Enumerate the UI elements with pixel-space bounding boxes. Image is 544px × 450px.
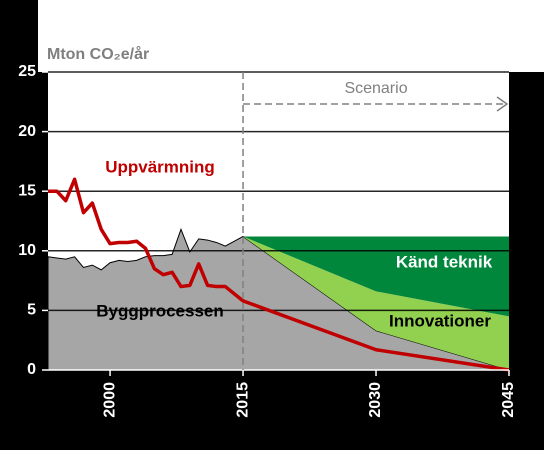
annotation: Scenario: [344, 80, 407, 97]
y-tick-label: 5: [27, 302, 36, 319]
series-label: Byggprocessen: [96, 301, 224, 320]
series-label: Känd teknik: [396, 252, 493, 271]
x-tick-label: 2015: [234, 382, 251, 418]
y-tick-label: 20: [18, 123, 36, 140]
scenario-arrowhead: [496, 96, 509, 112]
y-tick-label: 10: [18, 242, 36, 259]
y-tick-label: 0: [27, 361, 36, 378]
y-axis-label: Mton CO₂e/år: [47, 45, 149, 63]
x-tick-label: 2000: [101, 382, 118, 418]
series-label: Uppvärmning: [105, 157, 215, 176]
line: [48, 177, 510, 372]
y-tick-label: 15: [18, 182, 36, 199]
area: [243, 236, 510, 370]
area: [243, 236, 510, 317]
series-label: Innovationer: [389, 311, 491, 330]
y-tick-label: 25: [18, 63, 36, 80]
x-tick-label: 2045: [500, 382, 517, 418]
x-tick-label: 2030: [367, 382, 384, 418]
header-bg: [38, 0, 544, 72]
